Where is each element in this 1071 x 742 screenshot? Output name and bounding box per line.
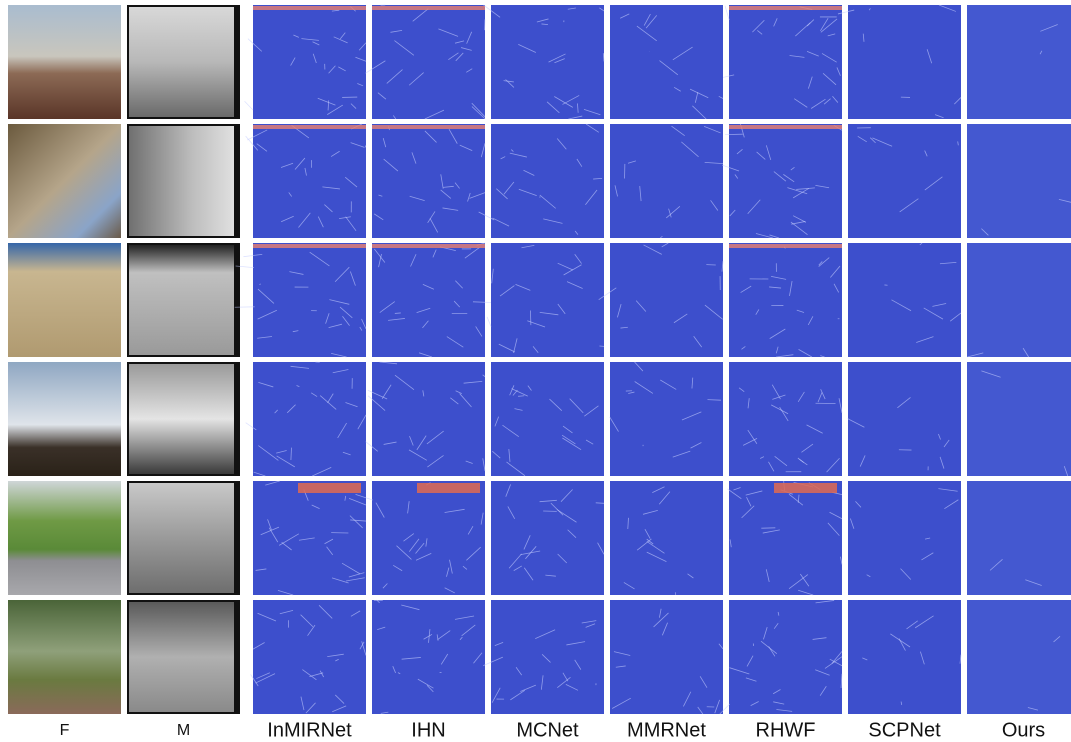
column-label: RHWF	[756, 719, 816, 741]
error-map	[848, 362, 961, 476]
error-map	[967, 243, 1071, 357]
column-label: InMIRNet	[267, 719, 352, 741]
error-hotspot	[729, 6, 842, 10]
error-hotspot	[417, 483, 480, 493]
moving-image	[129, 364, 234, 474]
error-edge	[725, 6, 729, 20]
fixed-image	[8, 362, 121, 476]
error-map	[967, 600, 1071, 714]
error-hotspot	[372, 244, 485, 248]
moving-image	[129, 483, 234, 593]
column-label: SCPNet	[868, 719, 941, 741]
error-map	[610, 243, 723, 357]
figure: F M InMIRNet IHN MCNet MMRNet RHWF SCPNet Ours	[0, 0, 1071, 742]
error-map	[491, 362, 604, 476]
error-map	[967, 362, 1071, 476]
moving-image	[129, 245, 234, 355]
error-map	[610, 481, 723, 595]
error-map	[848, 243, 961, 357]
error-hotspot	[298, 483, 361, 493]
error-hotspot	[729, 125, 842, 129]
error-map	[253, 481, 366, 595]
error-hotspot	[253, 244, 366, 248]
error-map	[372, 5, 485, 119]
error-map	[729, 362, 842, 476]
column-label: Ours	[1002, 719, 1045, 741]
error-map	[729, 481, 842, 595]
error-map	[491, 243, 604, 357]
fixed-image	[8, 600, 121, 714]
column-label: MMRNet	[627, 719, 706, 741]
moving-image	[129, 126, 234, 236]
error-map	[491, 481, 604, 595]
column-label: IHN	[411, 719, 445, 741]
error-map	[491, 124, 604, 238]
column-label: F	[60, 722, 70, 739]
error-map	[610, 362, 723, 476]
error-map	[491, 600, 604, 714]
error-map	[610, 600, 723, 714]
error-hotspot	[372, 6, 485, 10]
fixed-image	[8, 243, 121, 357]
error-hotspot	[729, 244, 842, 248]
error-map	[253, 5, 366, 119]
error-map	[848, 481, 961, 595]
error-map	[372, 362, 485, 476]
error-edge	[518, 396, 524, 397]
error-map	[848, 600, 961, 714]
error-map	[967, 5, 1071, 119]
column-label: MCNet	[516, 719, 579, 741]
error-map	[253, 600, 366, 714]
error-hotspot	[253, 6, 366, 10]
fixed-image	[8, 5, 121, 119]
error-map	[253, 362, 366, 476]
error-hotspot	[372, 125, 485, 129]
error-map	[372, 243, 485, 357]
fixed-image	[8, 481, 121, 595]
column-label: M	[177, 722, 190, 739]
error-edge	[487, 317, 491, 327]
error-map	[729, 243, 842, 357]
error-hotspot	[774, 483, 837, 493]
error-map	[729, 5, 842, 119]
moving-image	[129, 602, 234, 712]
error-map	[729, 600, 842, 714]
error-map	[610, 124, 723, 238]
fixed-image	[8, 124, 121, 238]
error-map	[967, 481, 1071, 595]
error-map	[610, 5, 723, 119]
error-map	[967, 124, 1071, 238]
moving-image	[129, 7, 234, 117]
error-edge	[395, 313, 401, 314]
error-hotspot	[253, 125, 366, 129]
error-map	[372, 481, 485, 595]
error-map	[848, 5, 961, 119]
error-edge	[245, 101, 253, 110]
